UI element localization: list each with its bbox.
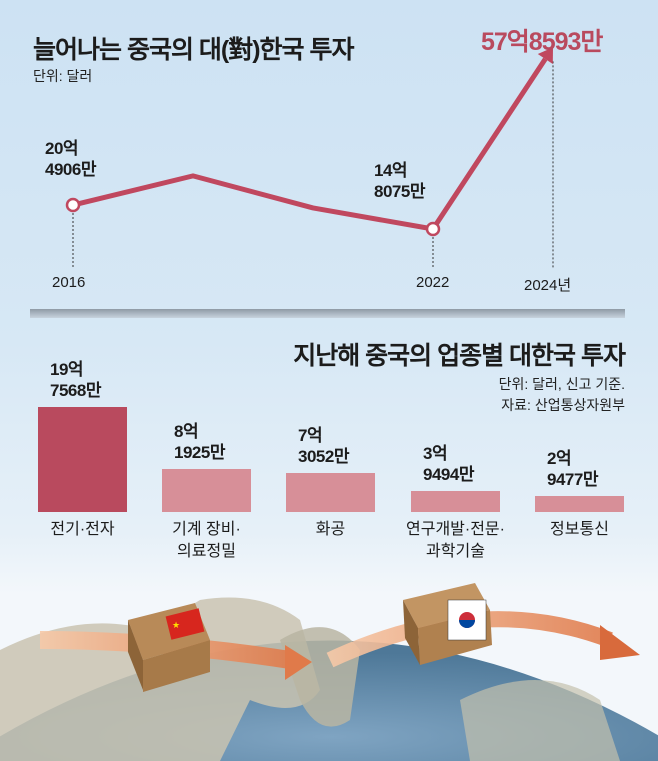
label-2016-line2: 4906만: [45, 160, 96, 179]
bar-value-line: 3억: [423, 444, 448, 464]
bar-chart-title: 지난해 중국의 업종별 대한국 투자: [293, 342, 626, 370]
series-line: [72, 57, 548, 232]
label-2024: 57억8593만: [481, 28, 603, 56]
bar-1: [162, 468, 251, 512]
category-line: 정보통신: [550, 521, 609, 538]
bar-value-line: 8억: [174, 421, 199, 441]
bar-2: [286, 473, 375, 512]
x-tick-2022: 2022: [416, 274, 450, 291]
bar-value-label-4: 2억 9477만: [547, 448, 598, 490]
line-chart-unit: 단위: 달러: [33, 68, 93, 84]
data-point-2022: [425, 221, 441, 237]
china-box-icon: ★: [128, 603, 210, 692]
bar-0: [38, 407, 127, 512]
category-line: 화공: [315, 521, 346, 538]
x-tick-2016: 2016: [52, 274, 86, 291]
bar-value-label-0: 19억 7568만: [50, 359, 101, 401]
bar-value-line: 9477만: [547, 470, 598, 490]
bar-chart-source: 자료: 산업통상자원부: [501, 397, 625, 413]
bar-value-line: 1925만: [174, 442, 225, 462]
svg-text:★: ★: [172, 620, 180, 630]
korea-box-icon: [403, 583, 492, 665]
bar-value-line: 2억: [547, 449, 572, 469]
section-divider: [30, 309, 625, 318]
label-2016: 20억 4906만: [45, 138, 96, 180]
category-label-3: 연구개발·전문· 과학기술: [391, 519, 520, 563]
bar-chart-unit: 단위: 달러, 신고 기준.: [498, 376, 625, 392]
label-2022: 14억 8075만: [374, 160, 425, 202]
bar-value-label-3: 3억 9494만: [423, 443, 474, 485]
bar-value-line: 7568만: [50, 381, 101, 401]
label-2022-line2: 8075만: [374, 182, 425, 201]
category-line: 과학기술: [426, 543, 485, 560]
label-2016-line1: 20억: [45, 139, 79, 158]
category-line: 전기·전자: [50, 521, 115, 538]
category-line: 기계 장비·: [172, 521, 241, 538]
category-label-4: 정보통신: [515, 519, 644, 541]
bar-4: [535, 496, 624, 512]
label-2022-line1: 14억: [374, 161, 408, 180]
bar-value-label-1: 8억 1925만: [174, 421, 225, 463]
category-label-0: 전기·전자: [18, 519, 147, 541]
category-line: 연구개발·전문·: [406, 521, 505, 538]
bar-value-line: 19억: [50, 360, 84, 380]
line-chart: [65, 47, 554, 268]
x-tick-2024: 2024년: [524, 277, 572, 294]
bar-value-label-2: 7억 3052만: [298, 425, 349, 467]
data-point-2016: [65, 197, 81, 213]
category-label-1: 기계 장비· 의료정밀: [142, 519, 271, 563]
arrow-head: [537, 47, 553, 64]
category-line: 의료정밀: [177, 543, 236, 560]
bar-value-line: 9494만: [423, 465, 474, 485]
bar-3: [411, 491, 500, 512]
bar-value-line: 7억: [298, 426, 323, 446]
category-label-2: 화공: [266, 519, 395, 541]
bar-value-line: 3052만: [298, 447, 349, 467]
line-chart-title: 늘어나는 중국의 대(對)한국 투자: [33, 36, 354, 64]
